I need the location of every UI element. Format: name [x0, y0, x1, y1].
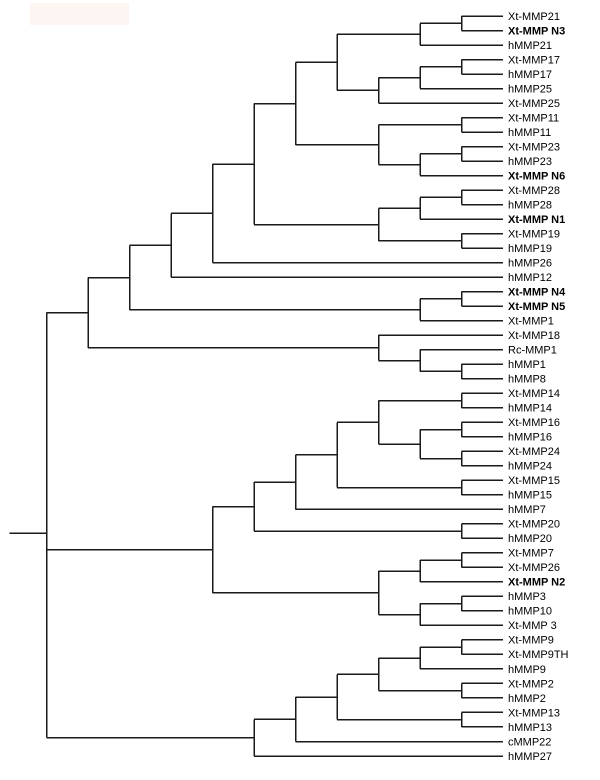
tip-label: Xt-MMP1	[508, 316, 554, 328]
tip-label: Xt-MMP18	[508, 330, 560, 342]
tip-label: Xt-MMP N3	[508, 25, 565, 37]
tip-label: hMMP9	[508, 664, 546, 676]
tip-label: hMMP7	[508, 504, 546, 516]
tip-label: hMMP8	[508, 374, 546, 386]
tip-label: hMMP20	[508, 533, 552, 545]
tip-label: hMMP12	[508, 272, 552, 284]
tip-label: hMMP23	[508, 156, 552, 168]
tip-label: hMMP25	[508, 83, 552, 95]
tip-label: Rc-MMP1	[508, 345, 557, 357]
tip-label: Xt-MMP19	[508, 228, 560, 240]
tip-label: Xt-MMP11	[508, 112, 559, 124]
tip-label: hMMP26	[508, 257, 552, 269]
tip-label: Xt-MMP 3	[508, 620, 557, 632]
tip-label: Xt-MMP28	[508, 185, 560, 197]
tip-label: Xt-MMP23	[508, 141, 560, 153]
tip-label: Xt-MMP21	[508, 11, 560, 23]
tip-label: hMMP21	[508, 40, 552, 52]
tip-label: hMMP11	[508, 127, 551, 139]
tip-label: hMMP16	[508, 432, 552, 444]
tip-label: hMMP10	[508, 606, 552, 618]
tip-label: hMMP24	[508, 461, 552, 473]
tip-label: Xt-MMP2	[508, 678, 554, 690]
tip-label: hMMP3	[508, 591, 546, 603]
tip-label: Xt-MMP13	[508, 707, 560, 719]
tip-label: Xt-MMP N5	[508, 301, 565, 313]
tip-label: hMMP17	[508, 69, 552, 81]
tip-label: Xt-MMP24	[508, 446, 560, 458]
tip-label: Xt-MMP14	[508, 388, 560, 400]
tip-label: hMMP19	[508, 243, 552, 255]
tip-label: hMMP2	[508, 693, 546, 705]
tip-label: Xt-MMP N4	[508, 286, 566, 298]
tip-label: hMMP13	[508, 722, 552, 734]
tip-label: Xt-MMP15	[508, 475, 560, 487]
tip-label: hMMP14	[508, 403, 552, 415]
tip-label: Xt-MMP N1	[508, 214, 565, 226]
scan-artifact-box	[30, 3, 129, 25]
tip-label: cMMP22	[508, 736, 551, 748]
tip-label: hMMP1	[508, 359, 546, 371]
tip-label: Xt-MMP26	[508, 562, 560, 574]
tip-label: Xt-MMP25	[508, 98, 560, 110]
tip-label: Xt-MMP9TH	[508, 649, 569, 661]
tip-label: hMMP15	[508, 490, 552, 502]
tip-label: Xt-MMP N6	[508, 170, 565, 182]
tip-label: Xt-MMP9	[508, 635, 554, 647]
tip-label: Xt-MMP N2	[508, 577, 565, 589]
tip-label: hMMP28	[508, 199, 552, 211]
tip-label: Xt-MMP7	[508, 548, 554, 560]
tip-label: Xt-MMP16	[508, 417, 560, 429]
tip-label: Xt-MMP20	[508, 519, 560, 531]
tip-label: Xt-MMP17	[508, 54, 560, 66]
tip-label: hMMP27	[508, 751, 552, 763]
